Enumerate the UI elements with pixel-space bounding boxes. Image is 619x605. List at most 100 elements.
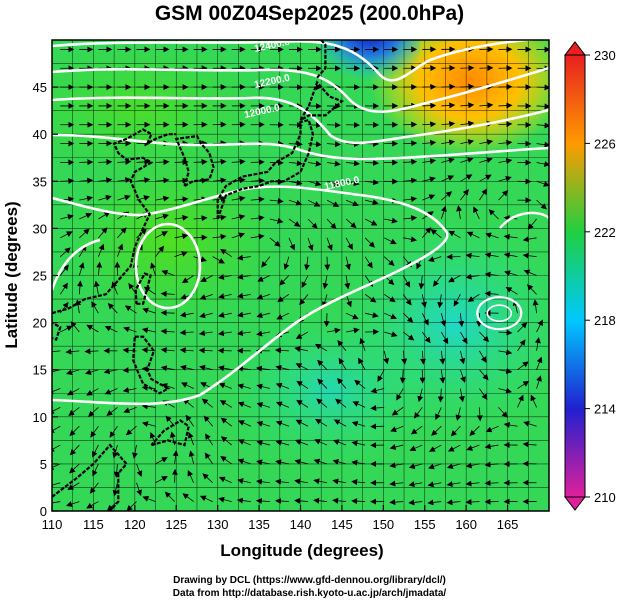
streamline-arrow [160, 365, 175, 372]
streamline-arrow [274, 347, 289, 354]
streamline-arrow [91, 301, 99, 314]
streamline-arrow [188, 431, 195, 446]
streamline-arrow [237, 383, 251, 390]
streamline-arrow [136, 177, 151, 184]
streamline-arrow [125, 425, 137, 436]
streamline-arrow [201, 398, 213, 408]
streamline-arrow [60, 177, 75, 184]
streamline-arrow [84, 348, 99, 355]
streamline-arrow [283, 256, 290, 270]
streamline-arrow [384, 217, 398, 224]
streamline-arrow [446, 481, 461, 488]
streamline-arrow [187, 470, 195, 483]
streamline-arrow [90, 425, 99, 438]
streamline-arrow [447, 444, 461, 452]
streamline-arrow [66, 369, 80, 376]
streamline-arrow [498, 368, 513, 375]
streamline-arrow [383, 350, 390, 365]
streamline-arrow [93, 280, 100, 295]
streamline-arrow [123, 407, 137, 414]
streamline-arrow [68, 407, 80, 416]
contour-line [52, 185, 449, 406]
streamline-arrow [460, 139, 475, 145]
streamline-arrow [421, 331, 431, 344]
contour-ring-east [476, 296, 523, 331]
streamline-arrow [498, 121, 513, 128]
streamline-arrow [390, 425, 404, 432]
streamline-arrow [220, 456, 232, 465]
streamline-arrow [332, 458, 347, 465]
streamline-arrow [79, 212, 93, 220]
coastline [316, 40, 327, 79]
streamline-arrow [536, 141, 549, 148]
streamline-arrow [479, 188, 488, 201]
streamline-arrow [220, 248, 232, 257]
streamline-arrow [326, 160, 341, 167]
streamline-arrow [402, 275, 411, 288]
streamline-arrow [92, 463, 99, 477]
streamline-arrow [441, 83, 456, 90]
streamline-arrow [218, 365, 232, 372]
streamline-arrow [473, 206, 480, 220]
streamline-arrow [503, 422, 518, 428]
streamline-arrow [370, 387, 385, 394]
streamline-arrow [403, 236, 417, 243]
streamline-arrow [269, 198, 284, 204]
streamline-arrow [231, 232, 246, 239]
streamline-arrow [98, 159, 113, 166]
streamline-arrow [174, 159, 189, 166]
streamline-arrow [256, 402, 270, 408]
streamline-arrow [112, 482, 119, 497]
streamline-arrow [174, 214, 189, 221]
streamline-arrow [446, 499, 461, 506]
streamline-arrow [377, 369, 385, 383]
coastline [150, 419, 190, 447]
streamline-arrow [479, 350, 487, 363]
streamline-arrow [218, 476, 232, 484]
x-tick-label: 165 [497, 517, 519, 532]
streamline-arrow [303, 256, 310, 271]
streamline-arrow [402, 331, 415, 341]
streamline-arrow [231, 195, 246, 202]
streamline-arrow [199, 312, 213, 319]
streamline-arrow [465, 498, 480, 505]
streamline-arrow [408, 463, 423, 469]
streamline-arrow [448, 275, 461, 283]
streamline-arrow [332, 497, 347, 504]
streamline-arrow [351, 498, 366, 505]
streamline-arrow [212, 256, 225, 264]
x-tick-label: 160 [455, 517, 477, 532]
streamline-arrow [459, 369, 466, 383]
streamline-arrow [498, 329, 513, 336]
streamline-arrow [399, 369, 406, 384]
streamline-arrow [181, 382, 194, 389]
streamline-arrow [335, 398, 347, 408]
streamline-arrow [351, 421, 366, 427]
streamline-arrow [212, 177, 227, 184]
height-contours [52, 40, 549, 406]
streamline-arrow [160, 290, 175, 297]
streamline-arrow [345, 256, 351, 271]
streamline-arrow [326, 327, 341, 334]
streamline-arrow [261, 256, 271, 268]
streamline-arrow [345, 312, 359, 320]
streamline-arrow [441, 139, 456, 146]
streamline-arrow [526, 284, 537, 295]
streamline-arrow [313, 458, 328, 465]
streamline-arrow [403, 196, 418, 203]
streamline-arrow [199, 364, 213, 371]
streamline-arrow [79, 228, 90, 239]
streamline-arrow [365, 199, 379, 206]
streamline-arrow [460, 157, 474, 163]
streamline-arrow [345, 327, 360, 334]
streamline-arrow [527, 218, 537, 230]
streamline-arrow [218, 293, 232, 300]
streamline-arrow [256, 440, 270, 446]
streamline-arrow [237, 311, 251, 318]
streamline-arrow [322, 275, 329, 290]
streamline-arrow [413, 407, 423, 419]
streamline-arrow [460, 120, 475, 127]
streamline-arrow [337, 339, 347, 352]
streamline-arrow [79, 177, 94, 184]
streamline-arrow [364, 256, 373, 269]
